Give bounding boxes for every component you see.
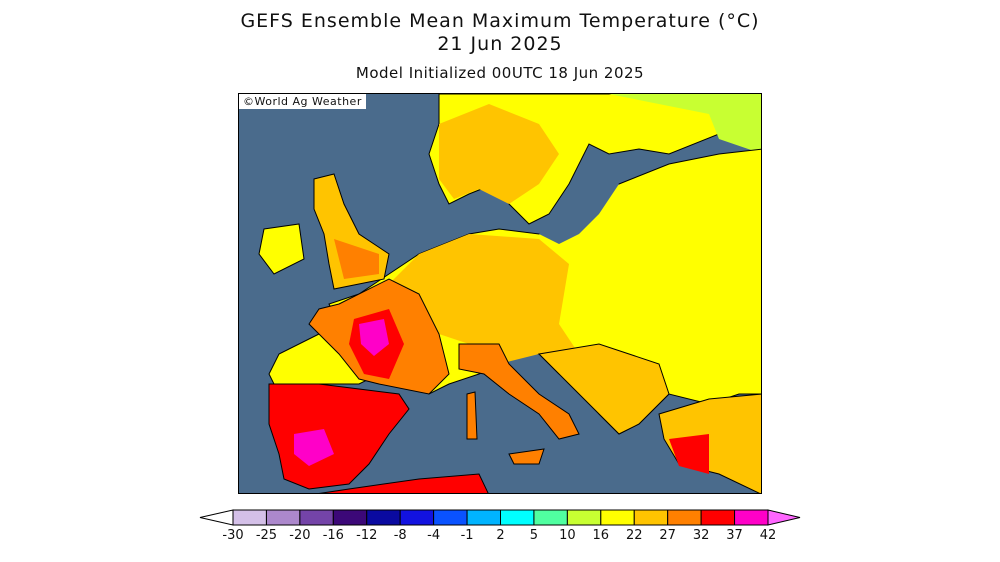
- colorbar-swatch: [466, 509, 501, 526]
- colorbar-tick-label: -30: [222, 528, 243, 543]
- colorbar-swatch: [332, 509, 368, 526]
- colorbar-tick-label: 37: [726, 528, 743, 543]
- colorbar-tick-label: -12: [356, 528, 377, 543]
- land-sicily: [508, 448, 545, 465]
- land-italy: [458, 343, 580, 440]
- credit-label: ©World Ag Weather: [239, 94, 366, 109]
- colorbar-over-arrow: [767, 509, 801, 526]
- colorbar-swatch: [667, 509, 702, 526]
- model-init-time: Model Initialized 00UTC 18 Jun 2025: [355, 64, 645, 82]
- land-britain-warm: [334, 239, 379, 279]
- land-norway-warm: [439, 104, 559, 204]
- colorbar: -30 -25 -20 -16 -12 -8 -4 -1 2 5 10 16 22 27 32 37 42: [199, 509, 801, 543]
- land-turkey-hot: [669, 434, 709, 474]
- colorbar-tick-label: 42: [760, 528, 777, 543]
- colorbar-swatch: [399, 509, 435, 526]
- land-corsica-sardinia: [466, 391, 478, 440]
- land-iberia-hottest: [294, 429, 334, 466]
- colorbar-swatch: [633, 509, 669, 526]
- colorbar-tick-label: -25: [256, 528, 277, 543]
- land-ireland: [258, 223, 305, 275]
- land-finland-north: [609, 94, 761, 154]
- colorbar-swatch: [566, 509, 602, 526]
- valid-date: 21 Jun 2025: [437, 33, 563, 55]
- colorbar-swatch: [232, 509, 267, 526]
- colorbar-swatch: [366, 509, 401, 526]
- chart-title: GEFS Ensemble Mean Maximum Temperature (…: [240, 10, 760, 32]
- colorbar-tick-label: -1: [461, 528, 474, 543]
- land-france-hottest: [359, 319, 389, 356]
- colorbar-tick-label: 22: [626, 528, 643, 543]
- colorbar-swatch: [433, 509, 468, 526]
- colorbar-tick-label: -20: [289, 528, 310, 543]
- colorbar-under-arrow: [199, 509, 234, 526]
- colorbar-tick-label: -16: [323, 528, 344, 543]
- colorbar-tick-label: 2: [496, 528, 504, 543]
- colorbar-tick-label: 27: [659, 528, 676, 543]
- map-svg: [239, 94, 761, 493]
- land-turkey: [658, 393, 761, 493]
- colorbar-swatch: [265, 509, 301, 526]
- colorbar-tick-label: 10: [559, 528, 576, 543]
- colorbar-tick-label: 16: [593, 528, 610, 543]
- land-north-africa: [318, 473, 489, 493]
- land-iberia: [268, 383, 410, 490]
- colorbar-swatch: [600, 509, 635, 526]
- colorbar-swatch: [734, 509, 769, 526]
- colorbar-swatch: [500, 509, 535, 526]
- temperature-map: ©World Ag Weather: [238, 93, 762, 494]
- colorbar-tick-label: 5: [530, 528, 538, 543]
- colorbar-swatch: [700, 509, 736, 526]
- colorbar-tick-label: 32: [693, 528, 710, 543]
- land-balkans: [537, 343, 670, 435]
- colorbar-tick-label: -4: [427, 528, 440, 543]
- colorbar-swatch: [299, 509, 334, 526]
- colorbar-tick-label: -8: [394, 528, 407, 543]
- sea-baltic: [539, 174, 619, 244]
- colorbar-swatch: [533, 509, 568, 526]
